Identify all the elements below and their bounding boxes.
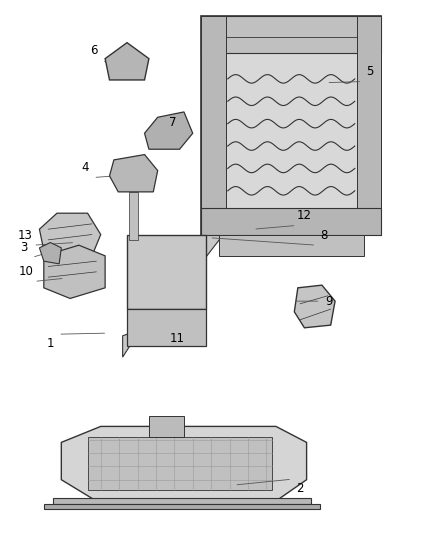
Text: 7: 7	[169, 116, 177, 129]
Text: 3: 3	[21, 241, 28, 254]
Text: 4: 4	[81, 161, 89, 174]
Polygon shape	[110, 155, 158, 192]
Polygon shape	[201, 16, 381, 235]
Polygon shape	[149, 416, 184, 437]
Polygon shape	[129, 192, 138, 240]
Polygon shape	[44, 504, 320, 509]
Text: 2: 2	[296, 482, 304, 495]
Polygon shape	[53, 498, 311, 504]
Text: 8: 8	[321, 229, 328, 242]
Polygon shape	[123, 235, 223, 357]
Polygon shape	[127, 309, 206, 346]
Polygon shape	[145, 112, 193, 149]
Polygon shape	[357, 16, 381, 235]
Polygon shape	[39, 243, 61, 264]
Polygon shape	[201, 16, 226, 235]
Polygon shape	[105, 43, 149, 80]
Text: 9: 9	[325, 295, 332, 308]
Text: 10: 10	[19, 265, 34, 278]
Text: 12: 12	[297, 209, 312, 222]
Text: 13: 13	[18, 229, 33, 242]
Text: 11: 11	[170, 332, 185, 345]
Polygon shape	[61, 426, 307, 501]
Text: 6: 6	[90, 44, 98, 57]
Polygon shape	[44, 245, 105, 298]
Text: 1: 1	[46, 337, 54, 350]
Polygon shape	[294, 285, 335, 328]
Polygon shape	[201, 208, 381, 235]
Polygon shape	[219, 235, 364, 256]
Polygon shape	[39, 213, 101, 261]
Polygon shape	[201, 16, 381, 53]
Polygon shape	[127, 235, 206, 309]
Polygon shape	[88, 437, 272, 490]
Text: 5: 5	[367, 66, 374, 78]
